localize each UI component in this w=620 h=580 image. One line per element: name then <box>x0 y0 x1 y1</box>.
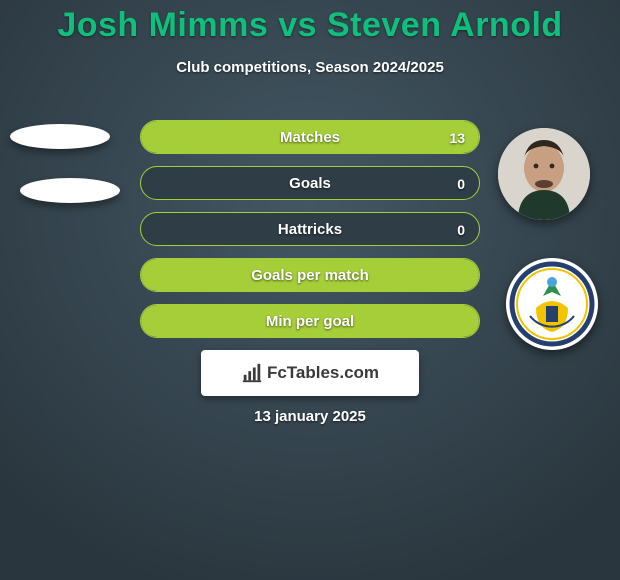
player-left-placeholder-1 <box>10 124 110 149</box>
team-left-placeholder-2 <box>20 178 120 203</box>
stat-right-value: 0 <box>457 167 465 200</box>
stat-label: Goals <box>141 167 479 200</box>
date-text: 13 january 2025 <box>0 408 620 425</box>
stat-label: Goals per match <box>141 259 479 292</box>
page-subtitle: Club competitions, Season 2024/2025 <box>0 59 620 76</box>
page-title: Josh Mimms vs Steven Arnold <box>0 0 620 45</box>
stat-label: Min per goal <box>141 305 479 338</box>
bar-chart-icon <box>241 362 263 384</box>
brand-text: FcTables.com <box>267 363 379 383</box>
stats-panel: Matches 13 Goals 0 Hattricks 0 Goals per… <box>140 120 480 350</box>
stat-label: Matches <box>141 121 479 154</box>
team-right-crest <box>506 258 598 350</box>
crest-placeholder-icon <box>506 258 598 350</box>
stat-row-goals-per-match: Goals per match <box>140 258 480 292</box>
stat-row-matches: Matches 13 <box>140 120 480 154</box>
brand-box[interactable]: FcTables.com <box>201 350 419 396</box>
stat-row-hattricks: Hattricks 0 <box>140 212 480 246</box>
stat-right-value: 13 <box>449 121 465 154</box>
stat-label: Hattricks <box>141 213 479 246</box>
stat-row-min-per-goal: Min per goal <box>140 304 480 338</box>
face-placeholder-icon <box>498 128 590 220</box>
player-right-avatar <box>498 128 590 220</box>
stat-row-goals: Goals 0 <box>140 166 480 200</box>
stat-right-value: 0 <box>457 213 465 246</box>
